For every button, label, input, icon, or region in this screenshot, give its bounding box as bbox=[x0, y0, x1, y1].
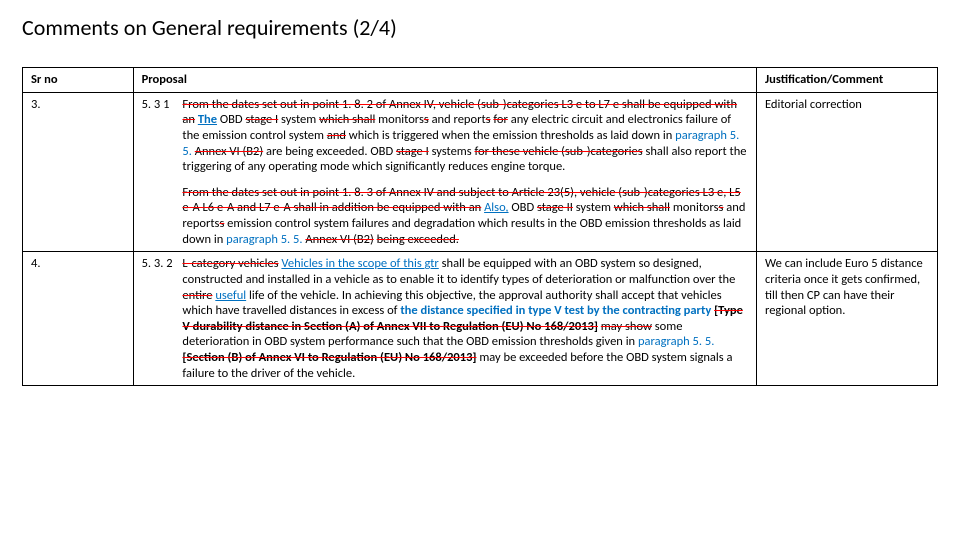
plain-text: OBD bbox=[511, 200, 534, 215]
sr-no: 3. bbox=[23, 92, 134, 252]
deleted-text: being exceeded. bbox=[377, 232, 459, 247]
deleted-text: Annex VI (B2) bbox=[195, 144, 263, 159]
deleted-text: may show bbox=[601, 319, 652, 334]
deleted-text: s bbox=[424, 112, 429, 127]
proposal-cell: 5. 3 1 From the dates set out in point 1… bbox=[133, 92, 756, 252]
section-number: 5. 3 1 bbox=[142, 97, 180, 113]
deleted-text: and bbox=[327, 128, 346, 143]
inserted-text: The bbox=[198, 112, 217, 127]
plain-text: which is triggered when the emission thr… bbox=[349, 128, 673, 143]
proposal-cell: 5. 3. 2 L-category vehicles Vehicles in … bbox=[133, 252, 756, 386]
deleted-text: stage II bbox=[537, 200, 573, 215]
deleted-text: [Section (B) of Annex VI to Regulation (… bbox=[182, 350, 476, 365]
inserted-text: paragraph 5. 5. bbox=[226, 232, 302, 247]
inserted-text: the distance specified in type V test by… bbox=[400, 303, 711, 318]
deleted-text: L-category vehicles bbox=[182, 256, 278, 271]
plain-text: system bbox=[281, 112, 316, 127]
deleted-text: entire bbox=[182, 288, 212, 303]
inserted-text: Also, bbox=[484, 200, 508, 215]
deleted-text: stage I bbox=[396, 144, 429, 159]
inserted-text: Vehicles in the scope of this gtr bbox=[281, 256, 438, 271]
plain-text: are being exceeded. OBD bbox=[266, 144, 393, 159]
deleted-text: which shall bbox=[614, 200, 670, 215]
justification-cell: We can include Euro 5 distance criteria … bbox=[757, 252, 938, 386]
page-title: Comments on General requirements (2/4) bbox=[22, 14, 938, 41]
justification-cell: Editorial correction bbox=[757, 92, 938, 252]
plain-text: system bbox=[576, 200, 611, 215]
deleted-text: stage I bbox=[245, 112, 278, 127]
col-sr: Sr no bbox=[23, 68, 134, 93]
inserted-text: useful bbox=[215, 288, 246, 303]
section-number: 5. 3. 2 bbox=[142, 256, 180, 272]
sr-no: 4. bbox=[23, 252, 134, 386]
deleted-text: for bbox=[493, 112, 508, 127]
table-row: 3. 5. 3 1 From the dates set out in poin… bbox=[23, 92, 938, 252]
col-just: Justification/Comment bbox=[757, 68, 938, 93]
plain-text: monitors bbox=[378, 112, 424, 127]
deleted-text: for these vehicle (sub-)categories bbox=[475, 144, 643, 159]
plain-text: OBD bbox=[220, 112, 243, 127]
inserted-text: paragraph 5. 5. bbox=[638, 334, 714, 349]
deleted-text: Annex VI (B2) bbox=[305, 232, 373, 247]
deleted-text: s bbox=[719, 200, 724, 215]
table-header-row: Sr no Proposal Justification/Comment bbox=[23, 68, 938, 93]
deleted-text: s bbox=[486, 112, 491, 127]
proposal-body: L-category vehicles Vehicles in the scop… bbox=[182, 256, 746, 381]
deleted-text: s bbox=[219, 216, 224, 231]
plain-text: systems bbox=[432, 144, 472, 159]
plain-text: monitors bbox=[673, 200, 719, 215]
plain-text: and report bbox=[432, 112, 486, 127]
col-prop: Proposal bbox=[133, 68, 756, 93]
proposal-body: From the dates set out in point 1. 8. 2 … bbox=[182, 97, 746, 248]
table-row: 4. 5. 3. 2 L-category vehicles Vehicles … bbox=[23, 252, 938, 386]
second-paragraph: From the dates set out in point 1. 8. 3 … bbox=[182, 185, 746, 248]
deleted-text: which shall bbox=[319, 112, 375, 127]
requirements-table: Sr no Proposal Justification/Comment 3. … bbox=[22, 67, 938, 386]
